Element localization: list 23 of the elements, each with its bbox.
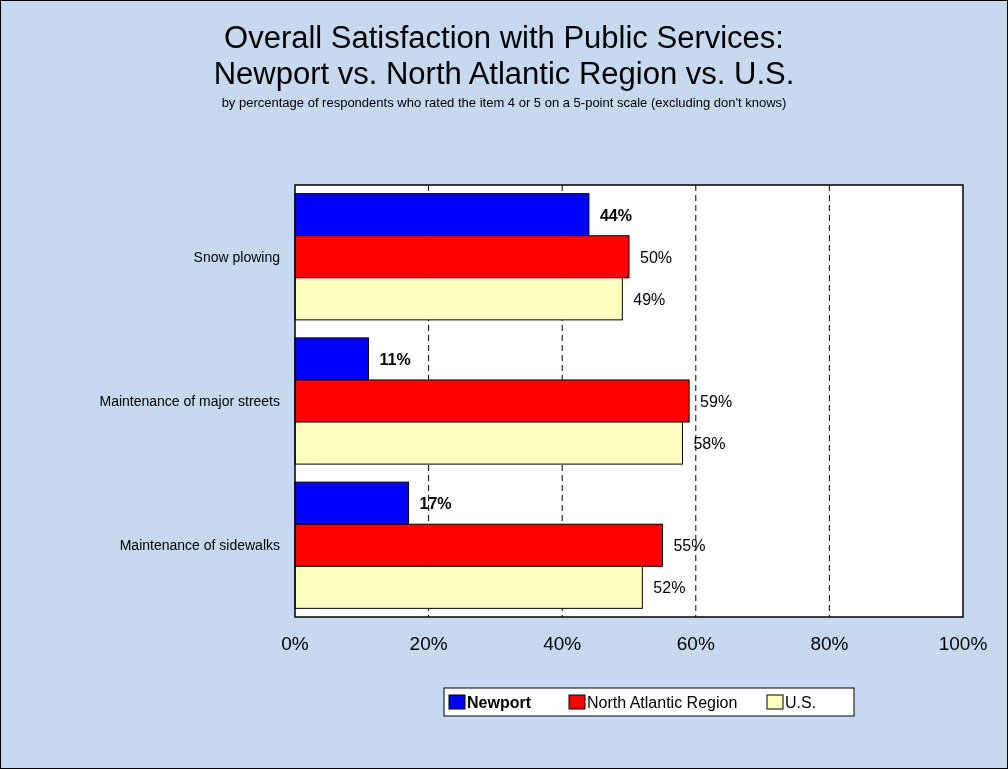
data-label: 55% [673,537,706,555]
x-tick-label: 20% [409,633,448,654]
legend-label: Newport [467,694,532,711]
x-tick-label: 80% [810,633,849,654]
data-label: 49% [633,290,666,308]
x-tick-label: 100% [938,633,988,654]
y-tick-label: Maintenance of sidewalks [119,537,280,554]
data-label: 52% [653,579,686,597]
data-label: 59% [700,393,733,410]
data-label: 11% [379,350,411,368]
chart-subtitle: by percentage of respondents who rated the item 4 or 5 on a 5-point scale (excluding don't knows) [221,95,787,110]
data-label: 58% [693,435,726,453]
y-tick-label: Snow plowing [193,248,280,265]
y-tick-label: Maintenance of major streets [99,393,280,409]
x-tick-label: 40% [543,633,582,654]
x-tick-label: 60% [676,633,715,654]
chart-title: Overall Satisfaction with Public Services: Newport vs. North Atlantic Region vs. U.S. [213,20,795,91]
x-tick-label: 0% [281,633,309,654]
legend-label: North Atlantic Region [587,694,738,711]
data-label: 44% [599,206,632,224]
data-label: 17% [419,495,452,513]
legend-label: U.S. [785,694,817,711]
data-label: 50% [640,248,673,266]
